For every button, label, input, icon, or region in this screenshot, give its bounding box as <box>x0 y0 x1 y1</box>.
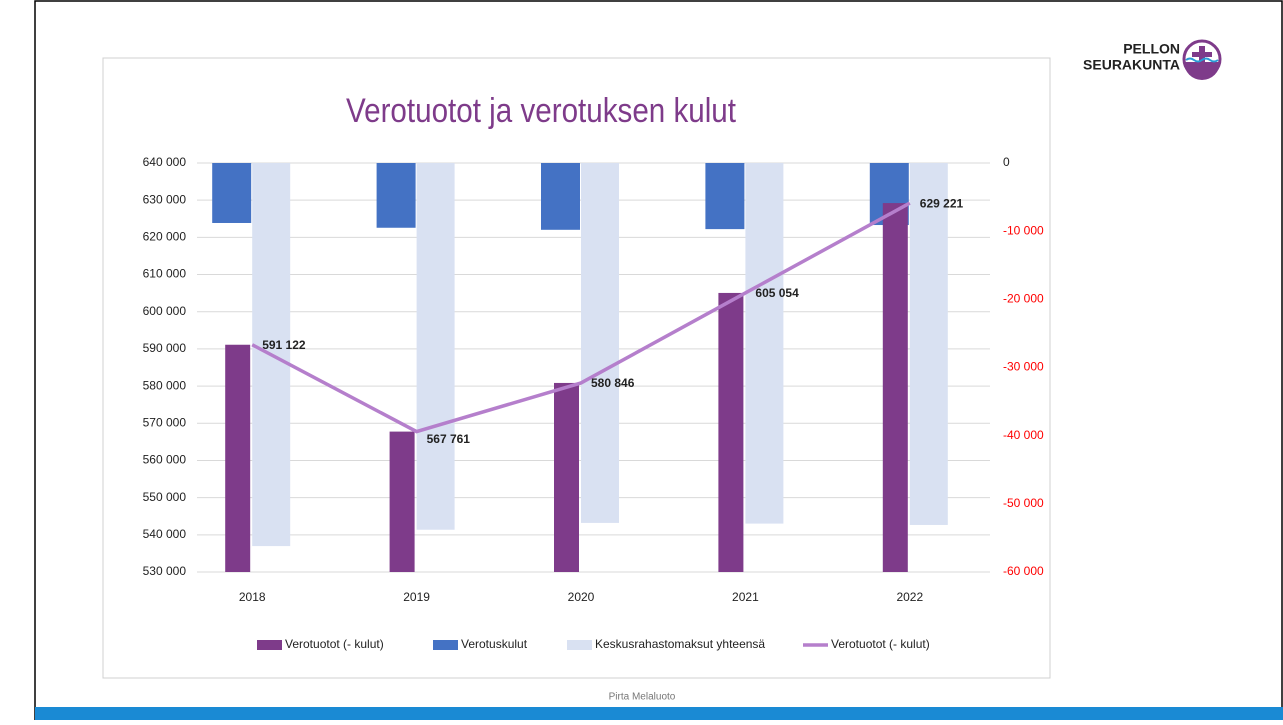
bar <box>909 163 948 525</box>
y-tick-label: 570 000 <box>143 415 187 429</box>
x-tick-label: 2022 <box>896 590 923 604</box>
y-tick-label: 600 000 <box>143 304 187 318</box>
x-tick-label: 2019 <box>403 590 430 604</box>
legend-label: Keskusrahastomaksut yhteensä <box>595 637 765 651</box>
bar <box>376 163 416 228</box>
bar <box>882 203 908 572</box>
y-tick-label: 640 000 <box>143 155 187 169</box>
bar <box>554 382 579 572</box>
y2-tick-label: -30 000 <box>1003 360 1044 374</box>
y-tick-label: 610 000 <box>143 267 187 281</box>
y-tick-label: 540 000 <box>143 527 187 541</box>
y2-tick-label: -20 000 <box>1003 292 1044 306</box>
bar <box>389 431 415 572</box>
y-tick-label: 620 000 <box>143 230 187 244</box>
logo-wave <box>1185 57 1219 63</box>
y2-tick-label: -10 000 <box>1003 223 1044 237</box>
logo-cross <box>1192 52 1212 57</box>
data-label: 605 054 <box>755 286 799 300</box>
y-tick-label: 580 000 <box>143 378 187 392</box>
bar <box>416 163 455 530</box>
bar <box>541 163 580 230</box>
bar <box>581 163 619 523</box>
x-tick-label: 2021 <box>732 590 759 604</box>
bar <box>718 292 744 572</box>
bar <box>225 344 251 572</box>
bar <box>705 163 745 230</box>
x-tick-label: 2020 <box>568 590 595 604</box>
legend-swatch <box>257 640 282 650</box>
data-label: 629 221 <box>920 196 964 210</box>
legend-swatch <box>567 640 592 650</box>
y-tick-label: 560 000 <box>143 453 187 467</box>
y2-tick-label: -40 000 <box>1003 428 1044 442</box>
line <box>251 201 911 434</box>
data-label: 567 761 <box>427 432 471 446</box>
legend-swatch <box>433 640 458 650</box>
logo-line: SEURAKUNTA <box>1083 57 1180 73</box>
data-label: 580 846 <box>591 376 635 390</box>
y2-tick-label: -60 000 <box>1003 564 1044 578</box>
y2-tick-label: -50 000 <box>1003 496 1044 510</box>
y-tick-label: 630 000 <box>143 192 187 206</box>
x-tick-label: 2018 <box>239 590 266 604</box>
legend-label: Verotuotot (- kulut) <box>831 637 930 651</box>
y-tick-label: 530 000 <box>143 564 187 578</box>
logo-base <box>1184 62 1220 80</box>
footer-band <box>35 707 1283 720</box>
y-tick-label: 550 000 <box>143 490 187 504</box>
chart-title: Verotuotot ja verotuksen kulut <box>346 92 736 130</box>
bar <box>212 163 252 223</box>
y2-tick-label: 0 <box>1003 155 1010 169</box>
legend-label: Verotuskulut <box>461 637 528 651</box>
data-label: 591 122 <box>262 338 306 352</box>
legend-label: Verotuotot (- kulut) <box>285 637 384 651</box>
y-tick-label: 590 000 <box>143 341 187 355</box>
logo-line: PELLON <box>1123 41 1180 57</box>
plot: 530 000 540 000 550 000 560 000 570 000 580 0… <box>143 155 1044 651</box>
bar <box>745 163 784 524</box>
footer-text: Pirta Melaluoto <box>609 692 676 703</box>
logo: PELLON SEURAKUNTA <box>1083 39 1222 80</box>
